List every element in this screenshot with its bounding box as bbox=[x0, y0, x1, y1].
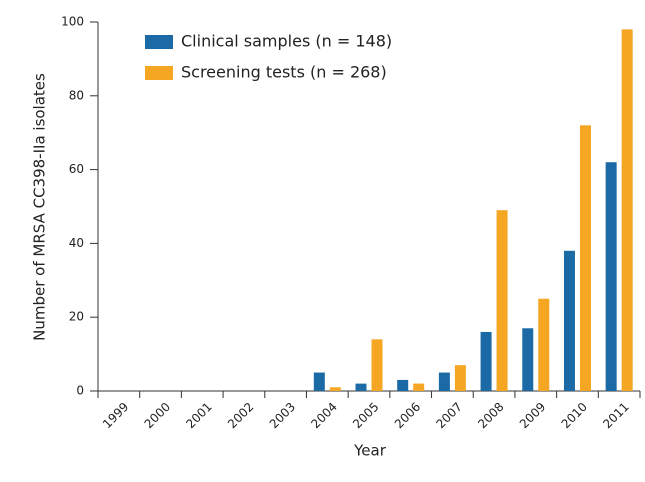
x-tick-label: 1999 bbox=[100, 400, 131, 431]
bar bbox=[605, 162, 617, 391]
bar bbox=[496, 210, 508, 391]
x-tick-label: 2006 bbox=[392, 400, 423, 431]
y-tick-label: 20 bbox=[69, 310, 84, 324]
bar bbox=[621, 29, 633, 391]
bar bbox=[563, 250, 575, 391]
x-tick-label: 2000 bbox=[142, 400, 173, 431]
bar bbox=[522, 328, 534, 391]
bar bbox=[454, 365, 466, 391]
x-tick-label: 2001 bbox=[183, 400, 214, 431]
y-tick-label: 60 bbox=[69, 162, 84, 176]
x-tick-label: 2010 bbox=[559, 400, 590, 431]
y-tick-label: 0 bbox=[76, 384, 84, 398]
y-tick-label: 80 bbox=[69, 88, 84, 102]
legend-swatch bbox=[145, 35, 173, 49]
y-axis-label: Number of MRSA CC398-IIa isolates bbox=[31, 73, 49, 341]
x-tick-label: 2002 bbox=[225, 400, 256, 431]
bar bbox=[413, 383, 425, 391]
x-tick-label: 2009 bbox=[517, 400, 548, 431]
bar bbox=[329, 387, 341, 391]
legend-label: Screening tests (n = 268) bbox=[181, 63, 387, 82]
x-tick-label: 2011 bbox=[600, 400, 631, 431]
bar bbox=[579, 125, 591, 391]
bar bbox=[480, 331, 492, 391]
x-axis-label: Year bbox=[353, 442, 387, 460]
bar bbox=[355, 383, 367, 391]
bar bbox=[371, 339, 383, 391]
x-tick-label: 2004 bbox=[308, 400, 339, 431]
x-tick-label: 2003 bbox=[267, 400, 298, 431]
legend-swatch bbox=[145, 66, 173, 80]
x-tick-label: 2008 bbox=[475, 400, 506, 431]
x-tick-label: 2005 bbox=[350, 400, 381, 431]
bar bbox=[313, 372, 325, 391]
y-tick-label: 40 bbox=[69, 236, 84, 250]
y-tick-label: 100 bbox=[61, 15, 84, 29]
bar bbox=[538, 298, 550, 391]
bar bbox=[397, 379, 409, 391]
legend-label: Clinical samples (n = 148) bbox=[181, 32, 392, 51]
bar bbox=[438, 372, 450, 391]
x-tick-label: 2007 bbox=[433, 400, 464, 431]
